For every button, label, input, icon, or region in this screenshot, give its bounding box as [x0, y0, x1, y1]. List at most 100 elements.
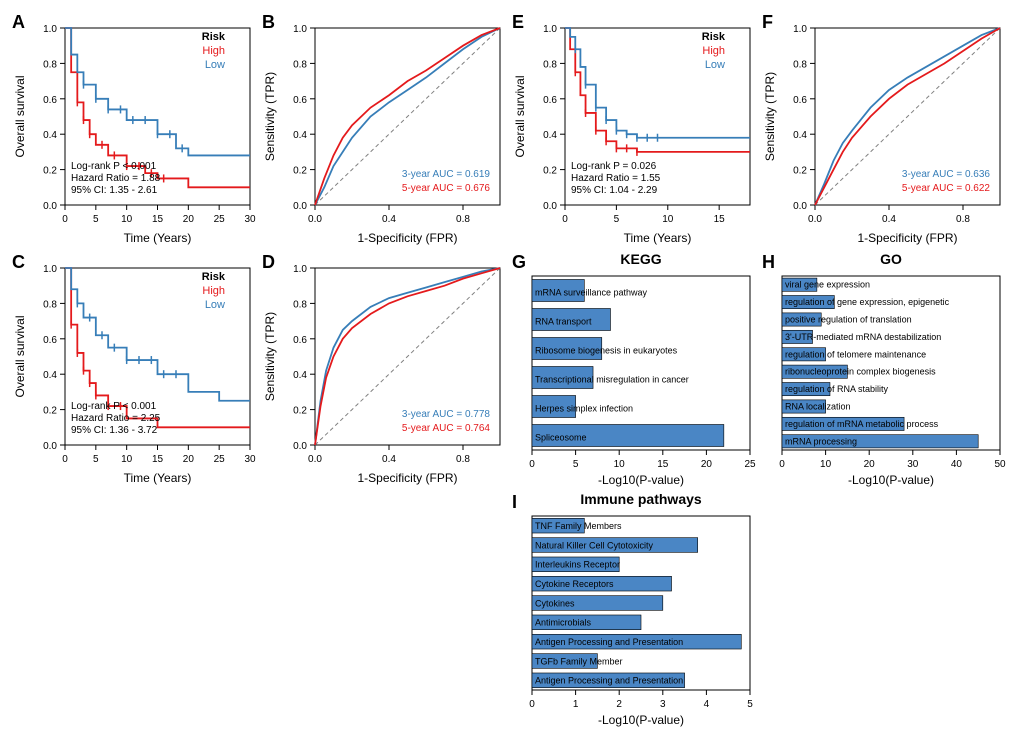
svg-text:0.6: 0.6 — [43, 335, 57, 346]
panel-F: F0.00.40.80.00.20.40.60.81.01-Specificit… — [760, 10, 1010, 250]
svg-text:15: 15 — [152, 214, 164, 225]
svg-text:Hazard Ratio = 2.25: Hazard Ratio = 2.25 — [71, 413, 161, 424]
svg-text:25: 25 — [214, 454, 226, 465]
svg-text:regulation of telomere mainten: regulation of telomere maintenance — [785, 349, 926, 359]
panel-D: D0.00.40.80.00.20.40.60.81.01-Specificit… — [260, 250, 510, 490]
svg-text:-Log10(P-value): -Log10(P-value) — [598, 473, 684, 487]
svg-text:0.4: 0.4 — [43, 130, 57, 141]
svg-text:0.6: 0.6 — [543, 95, 557, 106]
svg-text:4: 4 — [704, 699, 710, 710]
svg-text:mRNA processing: mRNA processing — [785, 436, 857, 446]
svg-text:Sensitivity (TPR): Sensitivity (TPR) — [263, 312, 277, 401]
svg-text:30: 30 — [907, 459, 919, 470]
svg-text:0.4: 0.4 — [882, 214, 896, 225]
svg-text:0.0: 0.0 — [793, 201, 807, 212]
svg-text:Overall survival: Overall survival — [13, 75, 27, 157]
svg-text:0.6: 0.6 — [793, 95, 807, 106]
svg-text:1.0: 1.0 — [793, 24, 807, 35]
svg-text:Herpes simplex infection: Herpes simplex infection — [535, 403, 633, 413]
svg-text:0.0: 0.0 — [308, 214, 322, 225]
svg-text:1.0: 1.0 — [43, 24, 57, 35]
svg-text:Time (Years): Time (Years) — [124, 231, 192, 245]
svg-text:High: High — [202, 45, 225, 57]
svg-text:0.4: 0.4 — [382, 454, 396, 465]
svg-text:0.0: 0.0 — [808, 214, 822, 225]
svg-text:positive regulation of transla: positive regulation of translation — [785, 314, 912, 324]
svg-text:regulation of gene expression,: regulation of gene expression, epigeneti… — [785, 297, 950, 307]
svg-text:Risk: Risk — [702, 31, 726, 43]
svg-text:95% CI: 1.36 - 3.72: 95% CI: 1.36 - 3.72 — [71, 425, 158, 436]
svg-text:10: 10 — [121, 454, 133, 465]
svg-text:15: 15 — [657, 459, 669, 470]
svg-text:Transcriptional misregulation: Transcriptional misregulation in cancer — [535, 374, 689, 384]
svg-text:5: 5 — [573, 459, 579, 470]
svg-text:ribonucleoprotein complex biog: ribonucleoprotein complex biogenesis — [785, 367, 936, 377]
svg-text:10: 10 — [614, 459, 626, 470]
svg-text:GO: GO — [880, 251, 902, 267]
svg-text:40: 40 — [951, 459, 963, 470]
svg-text:Risk: Risk — [202, 31, 226, 43]
svg-text:0: 0 — [529, 699, 535, 710]
svg-text:0.6: 0.6 — [293, 335, 307, 346]
svg-text:RNA transport: RNA transport — [535, 316, 592, 326]
svg-text:Cytokines: Cytokines — [535, 598, 575, 608]
svg-text:1: 1 — [573, 699, 579, 710]
svg-text:Hazard Ratio = 1.88: Hazard Ratio = 1.88 — [71, 173, 161, 184]
svg-text:0.8: 0.8 — [293, 299, 307, 310]
svg-text:0.2: 0.2 — [543, 166, 557, 177]
svg-text:Antigen Processing and Present: Antigen Processing and Presentation — [535, 676, 683, 686]
svg-text:5: 5 — [747, 699, 753, 710]
svg-text:25: 25 — [744, 459, 756, 470]
svg-text:0.8: 0.8 — [543, 59, 557, 70]
svg-text:Immune pathways: Immune pathways — [580, 491, 702, 507]
svg-text:0.8: 0.8 — [456, 454, 470, 465]
svg-text:0: 0 — [62, 214, 68, 225]
svg-text:Low: Low — [205, 299, 225, 311]
svg-text:0.6: 0.6 — [293, 95, 307, 106]
svg-text:30: 30 — [244, 454, 256, 465]
svg-text:20: 20 — [183, 454, 195, 465]
svg-text:5-year AUC = 0.676: 5-year AUC = 0.676 — [402, 183, 491, 194]
svg-text:Sensitivity (TPR): Sensitivity (TPR) — [763, 72, 777, 161]
svg-text:High: High — [702, 45, 725, 57]
panel-I: IImmune pathways012345-Log10(P-value)TNF… — [510, 490, 760, 730]
svg-text:0.4: 0.4 — [293, 130, 307, 141]
panel-letter: B — [262, 12, 275, 33]
svg-text:5: 5 — [614, 214, 620, 225]
svg-text:Time (Years): Time (Years) — [624, 231, 692, 245]
panel-H: HGO01020304050-Log10(P-value)viral gene … — [760, 250, 1010, 490]
panel-letter: D — [262, 252, 275, 273]
svg-text:Interleukins Receptor: Interleukins Receptor — [535, 560, 620, 570]
panel-B: B0.00.40.80.00.20.40.60.81.01-Specificit… — [260, 10, 510, 250]
svg-text:15: 15 — [714, 214, 726, 225]
svg-text:Ribosome biogenesis in eukaryo: Ribosome biogenesis in eukaryotes — [535, 345, 678, 355]
svg-text:regulation of mRNA metabolic p: regulation of mRNA metabolic process — [785, 419, 939, 429]
svg-text:Cytokine Receptors: Cytokine Receptors — [535, 579, 614, 589]
svg-text:1.0: 1.0 — [293, 24, 307, 35]
svg-text:Antigen Processing and Present: Antigen Processing and Presentation — [535, 637, 683, 647]
svg-text:1-Specificity (FPR): 1-Specificity (FPR) — [357, 471, 457, 485]
svg-text:Low: Low — [705, 59, 725, 71]
svg-text:1.0: 1.0 — [543, 24, 557, 35]
svg-text:3: 3 — [660, 699, 666, 710]
svg-text:10: 10 — [820, 459, 832, 470]
svg-text:0.4: 0.4 — [793, 130, 807, 141]
svg-text:Overall survival: Overall survival — [13, 315, 27, 397]
svg-text:viral gene expression: viral gene expression — [785, 280, 870, 290]
svg-text:20: 20 — [864, 459, 876, 470]
panel-letter: H — [762, 252, 775, 273]
svg-text:0.0: 0.0 — [43, 201, 57, 212]
panel-letter: I — [512, 492, 517, 513]
svg-text:30: 30 — [244, 214, 256, 225]
panel-C: C0510152025300.00.20.40.60.81.0Time (Yea… — [10, 250, 260, 490]
svg-text:15: 15 — [152, 454, 164, 465]
svg-text:0: 0 — [62, 454, 68, 465]
svg-text:RNA localization: RNA localization — [785, 401, 851, 411]
svg-text:Hazard Ratio = 1.55: Hazard Ratio = 1.55 — [571, 173, 661, 184]
svg-text:0.2: 0.2 — [293, 406, 307, 417]
svg-text:0: 0 — [562, 214, 568, 225]
svg-text:0.8: 0.8 — [956, 214, 970, 225]
svg-text:0.8: 0.8 — [793, 59, 807, 70]
svg-text:1.0: 1.0 — [293, 264, 307, 275]
svg-text:0.2: 0.2 — [793, 166, 807, 177]
